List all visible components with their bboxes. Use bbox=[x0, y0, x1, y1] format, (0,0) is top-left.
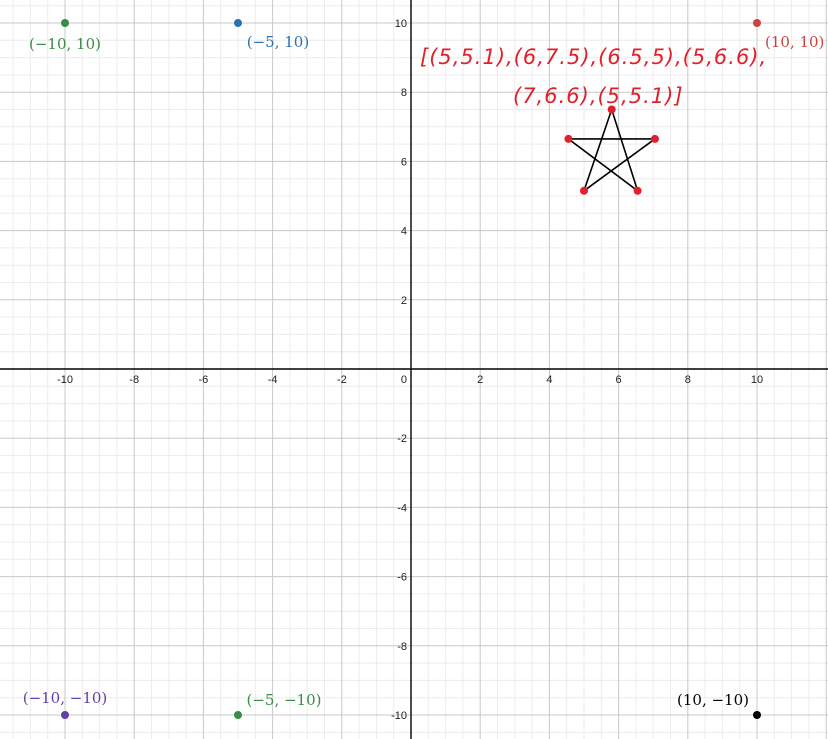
y-tick-label: -4 bbox=[397, 502, 407, 514]
point-label: (−5, 10) bbox=[247, 33, 309, 51]
point-label: (10, 10) bbox=[765, 33, 824, 51]
point-label: (−10, 10) bbox=[29, 35, 101, 53]
annotation-line-1: [(5,5.1),(6,7.5),(6.5,5),(5,6.6), bbox=[420, 45, 767, 69]
x-tick-label: 8 bbox=[685, 374, 691, 386]
x-tick-label: -4 bbox=[268, 374, 278, 386]
y-tick-label: 6 bbox=[401, 156, 407, 168]
point-label: (−5, −10) bbox=[246, 691, 321, 709]
x-tick-label: 2 bbox=[477, 374, 483, 386]
x-tick-label: 6 bbox=[616, 374, 622, 386]
y-tick-label: 8 bbox=[401, 87, 407, 99]
x-tick-label: -8 bbox=[129, 374, 139, 386]
tick-labels: -10 -8 -6 -4 -2 0 2 4 6 8 10 -10 -8 -6 -4 -2 2 4 6 8 10 bbox=[57, 18, 763, 722]
annotation-line-2: (7,6.6),(5,5.1)] bbox=[513, 84, 684, 108]
star-polyline bbox=[564, 105, 659, 195]
star-vertex-point bbox=[564, 134, 573, 143]
y-tick-label: -2 bbox=[397, 433, 407, 445]
star-vertex-point bbox=[650, 134, 659, 143]
star-vertex-point bbox=[580, 186, 588, 195]
y-tick-label: -10 bbox=[391, 710, 407, 722]
x-tick-label: 0 bbox=[401, 374, 407, 386]
data-point bbox=[753, 711, 761, 719]
x-tick-label: 4 bbox=[546, 374, 552, 386]
handwritten-annotation: [(5,5.1),(6,7.5),(6.5,5),(5,6.6), (7,6.6… bbox=[420, 45, 767, 108]
y-tick-label: -8 bbox=[397, 641, 407, 653]
data-point bbox=[61, 711, 69, 719]
point-label: (−10, −10) bbox=[23, 689, 108, 707]
y-tick-label: -6 bbox=[397, 572, 407, 584]
data-point bbox=[753, 19, 761, 27]
y-tick-label: 2 bbox=[401, 295, 407, 307]
data-point bbox=[61, 19, 69, 27]
star-vertex-point bbox=[607, 105, 616, 114]
star-line bbox=[566, 106, 658, 193]
x-tick-label: -2 bbox=[337, 374, 347, 386]
x-tick-label: 10 bbox=[751, 374, 763, 386]
y-tick-label: 10 bbox=[395, 18, 407, 30]
y-tick-label: 4 bbox=[401, 226, 407, 238]
star-vertex-point bbox=[633, 186, 642, 195]
x-tick-label: -6 bbox=[199, 374, 209, 386]
data-point bbox=[234, 711, 242, 719]
point-label: (10, −10) bbox=[677, 691, 749, 709]
x-tick-label: -10 bbox=[57, 374, 73, 386]
labeled-points: (−10, 10) (−5, 10) (10, 10) (−10, −10) (−5, … bbox=[23, 19, 824, 719]
data-point bbox=[234, 19, 242, 27]
